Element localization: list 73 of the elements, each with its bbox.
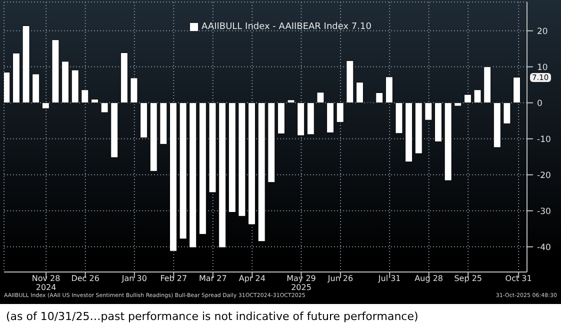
bar	[90, 98, 98, 104]
bar	[160, 102, 168, 144]
bar	[71, 70, 79, 104]
bar	[503, 102, 511, 124]
bar	[493, 102, 501, 148]
bar	[414, 102, 422, 154]
y-tick-label: 20	[537, 26, 548, 37]
x-tick-label: Mar 27	[199, 274, 227, 283]
x-tick-label: Apr 24	[238, 274, 266, 283]
bar	[170, 102, 177, 252]
x-tick-label: May 29 2025	[286, 274, 316, 292]
bar	[513, 76, 521, 104]
x-tick-label: Aug 28	[414, 274, 444, 283]
x-tick-label: Feb 27	[160, 274, 188, 283]
text: (as of 10/31/25…past performance is not indicative of future performance)	[5, 310, 420, 323]
y-tick-label: -10	[537, 134, 551, 145]
bar	[42, 102, 50, 109]
x-tick-label: Sep 25	[454, 274, 482, 283]
bar	[22, 26, 30, 104]
x-tick-label: Jul 31	[377, 274, 401, 283]
bar	[238, 102, 246, 216]
bar	[150, 102, 158, 172]
bar	[405, 102, 413, 162]
bar	[179, 102, 187, 240]
bar	[306, 102, 314, 135]
bar	[326, 102, 334, 133]
bar	[346, 60, 354, 104]
x-tick-label: Dec 26	[71, 274, 100, 283]
bar	[316, 92, 324, 104]
bar	[189, 102, 197, 248]
bar	[287, 100, 295, 104]
y-tick-label: -20	[537, 170, 551, 181]
bar	[52, 40, 60, 104]
bar	[228, 102, 236, 212]
bar	[258, 102, 266, 242]
bar	[198, 102, 206, 234]
y-tick-label: -40	[537, 242, 551, 253]
bar	[248, 102, 256, 225]
bar	[120, 52, 128, 104]
bar	[464, 94, 472, 104]
bar	[130, 78, 138, 104]
x-tick-label: Jan 30	[120, 274, 147, 283]
text: AAIIBULL Index - AAIIBEAR Index 7.10	[202, 21, 372, 33]
bar	[434, 102, 442, 142]
x-tick-label: Nov 28 2024	[32, 274, 60, 292]
bar	[297, 102, 305, 136]
bar	[62, 61, 70, 104]
bar	[474, 90, 482, 104]
bar	[81, 90, 89, 104]
x-tick-label: Jun 26	[326, 274, 354, 283]
bar	[140, 102, 148, 138]
bar	[12, 52, 20, 104]
bar	[454, 102, 462, 106]
bar	[4, 72, 10, 104]
x-tick-label: Oct 31	[505, 274, 532, 283]
bar	[376, 92, 384, 104]
bar	[484, 66, 492, 104]
y-tick-label: 10	[537, 62, 548, 73]
bar	[100, 102, 108, 113]
bar	[32, 74, 40, 104]
bar	[268, 102, 276, 183]
y-tick-label: -30	[537, 206, 551, 217]
bar	[356, 82, 364, 104]
bar	[395, 102, 403, 134]
bar	[385, 76, 393, 104]
bar	[208, 102, 216, 193]
bar	[424, 102, 432, 120]
bar	[110, 102, 118, 158]
bar	[444, 102, 452, 181]
bar	[218, 102, 226, 248]
bar	[336, 102, 344, 122]
y-tick-label: 0	[537, 98, 542, 109]
bar	[277, 102, 285, 134]
